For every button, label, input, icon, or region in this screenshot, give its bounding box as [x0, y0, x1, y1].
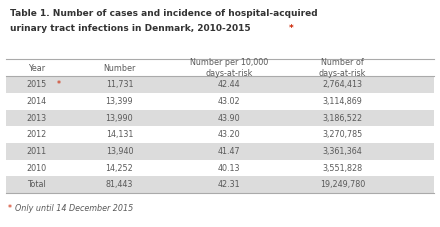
Text: 2012: 2012 [26, 130, 47, 139]
Text: 3,361,364: 3,361,364 [323, 147, 362, 156]
Text: 2011: 2011 [26, 147, 47, 156]
Text: 11,731: 11,731 [106, 80, 133, 89]
Text: Year: Year [28, 64, 45, 72]
Text: 2015: 2015 [26, 80, 47, 89]
Text: 13,990: 13,990 [106, 114, 133, 123]
Bar [6, 110, 434, 126]
Text: *: * [289, 24, 294, 33]
Text: 3,270,785: 3,270,785 [322, 130, 363, 139]
Text: 40.13: 40.13 [217, 164, 240, 173]
Text: urinary tract infections in Denmark, 2010-2015: urinary tract infections in Denmark, 201… [10, 24, 251, 33]
Text: Number per 10,000
days-at-risk: Number per 10,000 days-at-risk [190, 58, 268, 78]
Text: *: * [8, 204, 12, 213]
Text: Total: Total [27, 180, 46, 189]
Text: 2010: 2010 [26, 164, 47, 173]
Text: *: * [57, 80, 61, 89]
Bar [6, 176, 434, 193]
Text: Table 1. Number of cases and incidence of hospital-acquired: Table 1. Number of cases and incidence o… [10, 9, 318, 18]
Text: Number of
days-at-risk: Number of days-at-risk [319, 58, 366, 78]
Bar [6, 143, 434, 160]
Text: 41.47: 41.47 [217, 147, 240, 156]
Text: 3,114,869: 3,114,869 [323, 97, 363, 106]
Text: Number: Number [103, 64, 136, 72]
Text: 2,764,413: 2,764,413 [323, 80, 363, 89]
Text: 43.20: 43.20 [217, 130, 240, 139]
Text: 14,131: 14,131 [106, 130, 133, 139]
Text: 19,249,780: 19,249,780 [320, 180, 365, 189]
Text: 2013: 2013 [26, 114, 47, 123]
Text: 13,940: 13,940 [106, 147, 133, 156]
Text: 2014: 2014 [26, 97, 47, 106]
Text: 42.31: 42.31 [217, 180, 240, 189]
Text: 14,252: 14,252 [106, 164, 133, 173]
Text: 43.02: 43.02 [217, 97, 240, 106]
Text: 42.44: 42.44 [217, 80, 240, 89]
Text: 3,551,828: 3,551,828 [323, 164, 363, 173]
Bar [6, 76, 434, 93]
Text: 43.90: 43.90 [217, 114, 240, 123]
Text: 13,399: 13,399 [106, 97, 133, 106]
Text: 81,443: 81,443 [106, 180, 133, 189]
Text: 3,186,522: 3,186,522 [323, 114, 363, 123]
Text: Only until 14 December 2015: Only until 14 December 2015 [15, 204, 134, 213]
